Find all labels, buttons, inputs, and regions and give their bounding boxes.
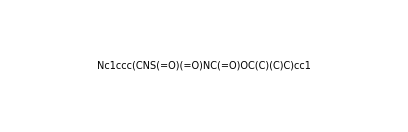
Text: Nc1ccc(CNS(=O)(=O)NC(=O)OC(C)(C)C)cc1: Nc1ccc(CNS(=O)(=O)NC(=O)OC(C)(C)C)cc1 <box>97 61 311 71</box>
